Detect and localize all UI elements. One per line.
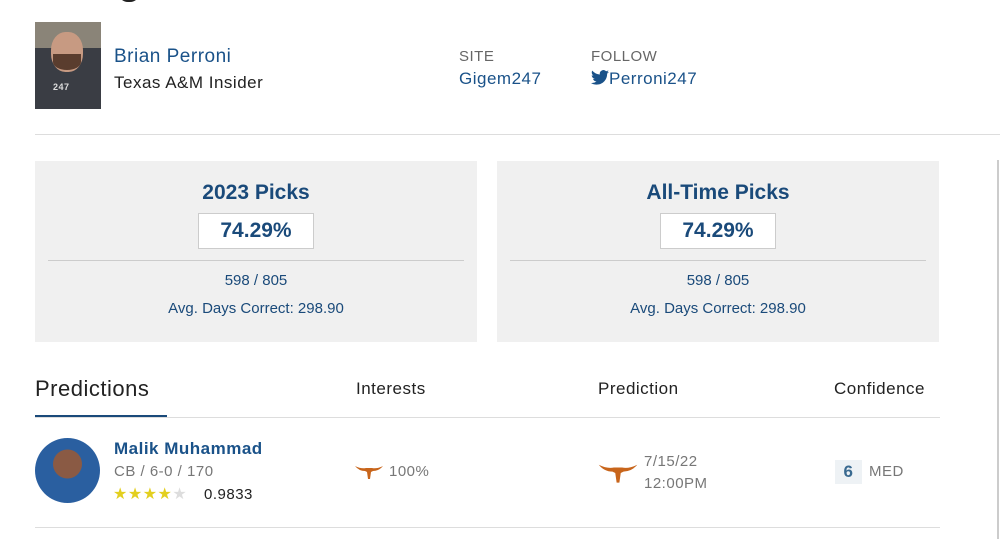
- twitter-link[interactable]: Perroni247: [591, 69, 697, 89]
- player-details: CB / 6-0 / 170: [114, 463, 214, 480]
- card-title: 2023 Picks: [202, 181, 310, 204]
- header-interests: Interests: [356, 379, 426, 398]
- follow-label: FOLLOW: [591, 48, 658, 65]
- author-title: Texas A&M Insider: [114, 73, 264, 92]
- interest-percent: 100%: [389, 463, 430, 480]
- card-title: All-Time Picks: [646, 181, 790, 204]
- card-avg-days: Avg. Days Correct: 298.90: [630, 300, 806, 317]
- scrollbar[interactable]: [997, 160, 999, 539]
- star-empty-icon: ★: [172, 486, 188, 503]
- cut-off-heading: [118, 0, 140, 2]
- card-all-time-picks: All-Time Picks 74.29% 598 / 805 Avg. Day…: [497, 161, 939, 342]
- divider: [35, 134, 1000, 135]
- card-percent: 74.29%: [198, 213, 314, 249]
- twitter-handle: Perroni247: [609, 69, 698, 88]
- divider: [35, 417, 940, 418]
- prediction-date: 7/15/22: [644, 453, 698, 470]
- prediction-time: 12:00PM: [644, 475, 708, 492]
- card-2023-picks: 2023 Picks 74.29% 598 / 805 Avg. Days Co…: [35, 161, 477, 342]
- longhorn-icon: [598, 464, 638, 483]
- card-record: 598 / 805: [224, 272, 288, 289]
- author-photo: 247: [35, 22, 101, 109]
- twitter-icon: [591, 70, 609, 85]
- active-tab-underline: [35, 415, 167, 417]
- player-rating: 0.9833: [204, 486, 253, 503]
- confidence-label: MED: [869, 463, 904, 480]
- predictions-heading: Predictions: [35, 376, 150, 401]
- confidence-score: 6: [835, 460, 862, 484]
- player-avatar: [35, 438, 100, 503]
- divider: [35, 527, 940, 528]
- site-label: SITE: [459, 48, 495, 65]
- author-name[interactable]: Brian Perroni: [114, 46, 232, 67]
- site-link[interactable]: Gigem247: [459, 69, 542, 88]
- header-confidence: Confidence: [834, 379, 926, 398]
- longhorn-icon: [355, 466, 383, 479]
- star-rating: ★★★★★: [113, 484, 187, 504]
- star-icon: ★★★★: [113, 486, 173, 503]
- header-prediction: Prediction: [598, 379, 679, 398]
- card-record: 598 / 805: [686, 272, 750, 289]
- card-avg-days: Avg. Days Correct: 298.90: [168, 300, 344, 317]
- card-percent: 74.29%: [660, 213, 776, 249]
- player-name[interactable]: Malik Muhammad: [114, 439, 263, 458]
